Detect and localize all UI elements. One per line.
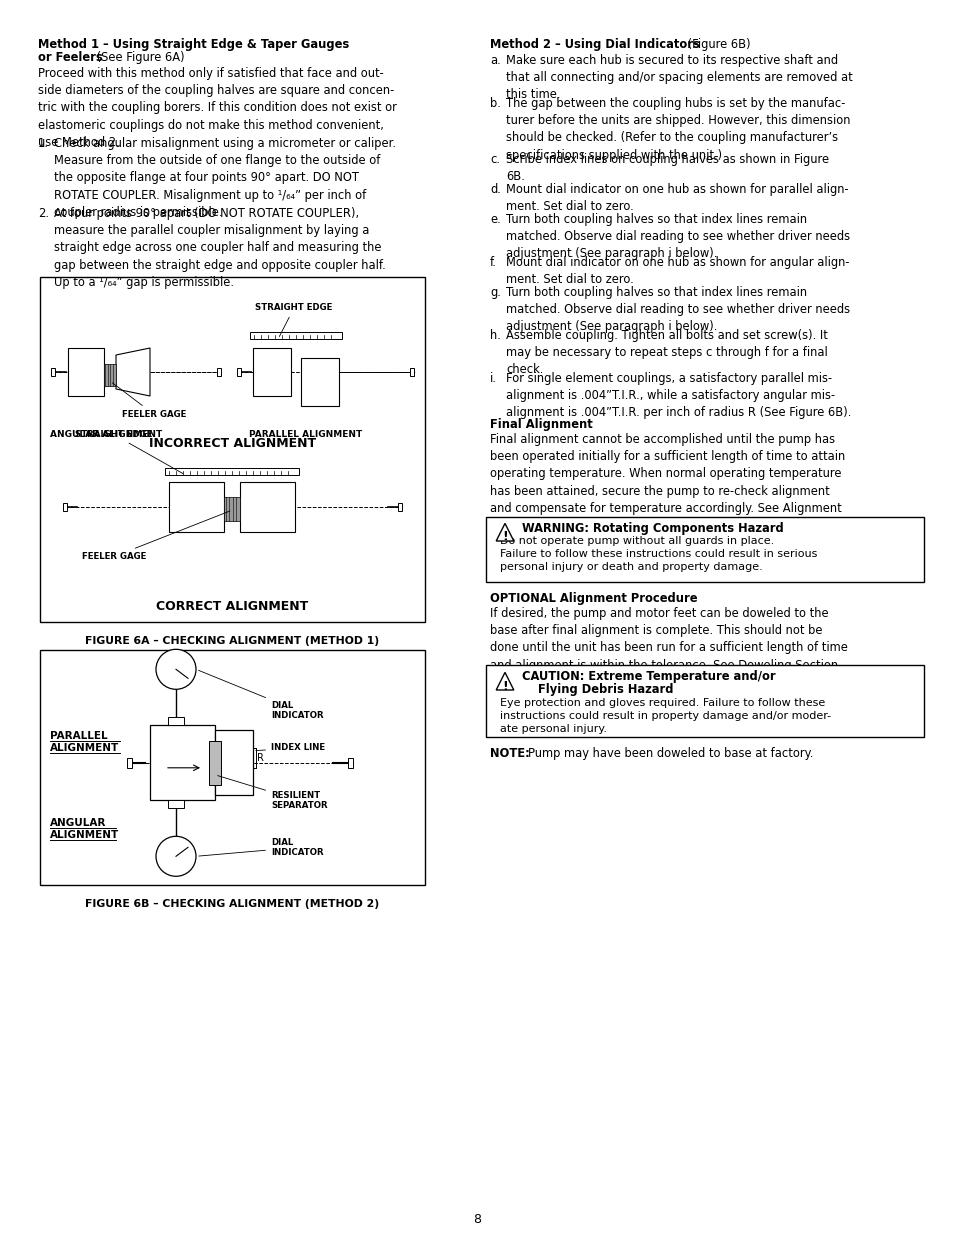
- Text: i.: i.: [490, 372, 497, 385]
- Text: c.: c.: [490, 153, 499, 165]
- Text: ALIGNMENT: ALIGNMENT: [50, 830, 119, 840]
- Bar: [170, 482, 224, 532]
- Text: Make sure each hub is secured to its respective shaft and
that all connecting an: Make sure each hub is secured to its res…: [505, 54, 852, 101]
- Text: Method 2 – Using Dial Indicators: Method 2 – Using Dial Indicators: [490, 38, 700, 51]
- Text: d.: d.: [490, 183, 500, 196]
- Text: FIGURE 6B – CHECKING ALIGNMENT (METHOD 2): FIGURE 6B – CHECKING ALIGNMENT (METHOD 2…: [86, 899, 379, 909]
- Circle shape: [156, 836, 195, 877]
- Text: 1.: 1.: [38, 137, 49, 149]
- Text: For single element couplings, a satisfactory parallel mis-
alignment is .004”T.I: For single element couplings, a satisfac…: [505, 372, 850, 420]
- Bar: [251, 332, 342, 338]
- Text: Turn both coupling halves so that index lines remain
matched. Observe dial readi: Turn both coupling halves so that index …: [505, 287, 849, 333]
- Bar: [68, 348, 104, 396]
- Bar: [127, 758, 132, 768]
- Text: DIAL
INDICATOR: DIAL INDICATOR: [198, 837, 323, 857]
- Text: Do not operate pump without all guards in place.
Failure to follow these instruc: Do not operate pump without all guards i…: [499, 536, 817, 572]
- Text: Turn both coupling halves so that index lines remain
matched. Observe dial readi: Turn both coupling halves so that index …: [505, 212, 849, 261]
- Text: WARNING: Rotating Components Hazard: WARNING: Rotating Components Hazard: [521, 522, 783, 535]
- Text: If desired, the pump and motor feet can be doweled to the
base after final align: If desired, the pump and motor feet can …: [490, 606, 847, 672]
- Text: FEELER GAGE: FEELER GAGE: [82, 511, 230, 561]
- Text: CAUTION: Extreme Temperature and/or: CAUTION: Extreme Temperature and/or: [521, 671, 775, 683]
- Text: b.: b.: [490, 98, 500, 110]
- Bar: [51, 368, 55, 375]
- Text: At four points 90° apart (DO NOT ROTATE COUPLER),
measure the parallel coupler m: At four points 90° apart (DO NOT ROTATE …: [54, 207, 385, 289]
- Text: 2.: 2.: [38, 207, 49, 220]
- Text: Pump may have been doweled to base at factory.: Pump may have been doweled to base at fa…: [527, 747, 813, 760]
- Text: !: !: [501, 531, 507, 543]
- Text: FIGURE 6A – CHECKING ALIGNMENT (METHOD 1): FIGURE 6A – CHECKING ALIGNMENT (METHOD 1…: [86, 636, 379, 646]
- Text: Eye protection and gloves required. Failure to follow these
instructions could r: Eye protection and gloves required. Fail…: [499, 698, 830, 734]
- Bar: [214, 730, 253, 795]
- Text: OPTIONAL Alignment Procedure: OPTIONAL Alignment Procedure: [490, 592, 697, 605]
- Bar: [150, 725, 214, 800]
- Polygon shape: [496, 524, 514, 541]
- Text: !: !: [501, 679, 507, 693]
- Text: NOTE:: NOTE:: [490, 747, 529, 760]
- Text: R: R: [256, 753, 264, 763]
- Text: Scribe index lines on coupling halves as shown in Figure
6B.: Scribe index lines on coupling halves as…: [505, 153, 828, 183]
- Text: e.: e.: [490, 212, 500, 226]
- Text: (Figure 6B): (Figure 6B): [683, 38, 750, 51]
- Text: PARALLEL: PARALLEL: [50, 731, 108, 741]
- Text: Check angular misalignment using a micrometer or caliper.
Measure from the outsi: Check angular misalignment using a micro…: [54, 137, 395, 219]
- Text: FEELER GAGE: FEELER GAGE: [112, 383, 186, 419]
- Bar: [168, 718, 184, 725]
- Text: STRAIGHT EDGE: STRAIGHT EDGE: [75, 430, 183, 474]
- Text: f.: f.: [490, 256, 497, 269]
- Text: g.: g.: [490, 287, 500, 299]
- Bar: [240, 482, 295, 532]
- Text: (See Figure 6A): (See Figure 6A): [92, 51, 185, 64]
- Polygon shape: [116, 348, 150, 396]
- Text: INCORRECT ALIGNMENT: INCORRECT ALIGNMENT: [149, 437, 315, 450]
- Bar: [301, 358, 339, 406]
- Bar: [253, 348, 292, 396]
- Bar: [485, 517, 923, 582]
- Bar: [397, 503, 401, 511]
- Text: Final alignment cannot be accomplished until the pump has
been operated initiall: Final alignment cannot be accomplished u…: [490, 433, 844, 532]
- Text: Method 1 – Using Straight Edge & Taper Gauges: Method 1 – Using Straight Edge & Taper G…: [38, 38, 349, 51]
- Text: Proceed with this method only if satisfied that face and out-
side diameters of : Proceed with this method only if satisfi…: [38, 67, 396, 148]
- Text: PARALLEL ALIGNMENT: PARALLEL ALIGNMENT: [250, 430, 362, 438]
- Bar: [209, 741, 221, 784]
- Text: ANGULAR ALIGNMENT: ANGULAR ALIGNMENT: [50, 430, 162, 438]
- Text: DIAL
INDICATOR: DIAL INDICATOR: [198, 671, 323, 720]
- Bar: [237, 368, 241, 375]
- Bar: [348, 758, 353, 768]
- Text: Mount dial indicator on one hub as shown for parallel align-
ment. Set dial to z: Mount dial indicator on one hub as shown…: [505, 183, 848, 214]
- Text: a.: a.: [490, 54, 500, 67]
- Text: 8: 8: [473, 1213, 480, 1226]
- Text: RESILIENT
SEPARATOR: RESILIENT SEPARATOR: [217, 776, 327, 810]
- Bar: [165, 468, 299, 475]
- Polygon shape: [496, 672, 514, 690]
- Text: Mount dial indicator on one hub as shown for angular align-
ment. Set dial to ze: Mount dial indicator on one hub as shown…: [505, 256, 848, 287]
- Circle shape: [156, 650, 195, 689]
- Bar: [40, 650, 424, 885]
- Bar: [485, 664, 923, 737]
- Bar: [104, 364, 116, 387]
- Text: ANGULAR: ANGULAR: [50, 818, 107, 827]
- Text: INDEX LINE: INDEX LINE: [255, 743, 325, 752]
- Bar: [40, 277, 424, 622]
- Bar: [410, 368, 414, 375]
- Text: Final Alignment: Final Alignment: [490, 417, 592, 431]
- Bar: [168, 800, 184, 808]
- Text: Flying Debris Hazard: Flying Debris Hazard: [521, 683, 673, 697]
- Bar: [63, 503, 67, 511]
- Text: ALIGNMENT: ALIGNMENT: [50, 742, 119, 753]
- Text: CORRECT ALIGNMENT: CORRECT ALIGNMENT: [156, 600, 309, 613]
- Text: h.: h.: [490, 329, 500, 342]
- Text: or Feelers: or Feelers: [38, 51, 103, 64]
- Bar: [217, 368, 221, 375]
- Text: STRAIGHT EDGE: STRAIGHT EDGE: [255, 303, 333, 336]
- Bar: [224, 496, 240, 521]
- Text: Assemble coupling. Tighten all bolts and set screw(s). It
may be necessary to re: Assemble coupling. Tighten all bolts and…: [505, 329, 827, 377]
- Text: The gap between the coupling hubs is set by the manufac-
turer before the units : The gap between the coupling hubs is set…: [505, 98, 850, 162]
